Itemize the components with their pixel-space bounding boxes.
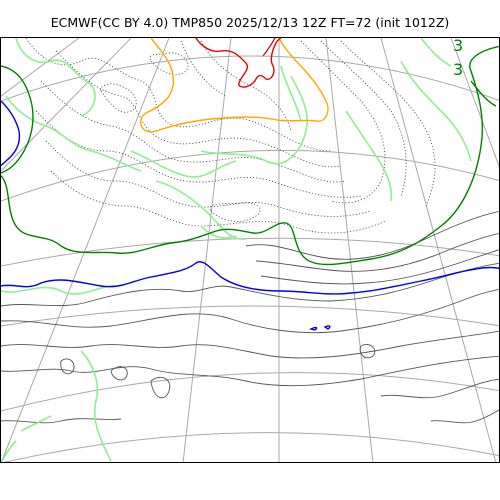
isotherm-line (80, 350, 112, 462)
isotherm-line (110, 366, 128, 381)
isotherm-line (40, 80, 347, 183)
map-title: ECMWF(CC BY 4.0) TMP850 2025/12/13 12Z F… (50, 15, 450, 30)
isotherm-line (149, 52, 189, 75)
isotherm-line (345, 110, 393, 202)
parallel-line (1, 372, 499, 412)
isotherm-line (1, 261, 499, 295)
isotherm-line (1, 262, 499, 307)
isotherm-line (262, 38, 276, 57)
isotherm-line (359, 344, 376, 359)
isotherm-line (1, 65, 34, 174)
isotherm-line (430, 409, 499, 424)
isotherm-line (1, 418, 122, 424)
isotherm-line (470, 80, 497, 107)
isotherm-line (15, 38, 96, 117)
map-panel: 3 3 (0, 37, 500, 463)
isotherm-line (195, 38, 282, 88)
contour-label: 3 (453, 60, 463, 79)
green-isotherms (1, 45, 499, 266)
light-green-isotherms (1, 38, 472, 462)
contour-label: 3 (453, 38, 463, 55)
isotherm-line (200, 40, 292, 132)
meridian-line (1, 38, 170, 462)
graticule (1, 38, 499, 462)
isotherm-line (300, 40, 386, 204)
isotherm-line (35, 110, 362, 198)
isotherm-line (1, 440, 17, 462)
isotherm-line (1, 284, 120, 295)
isotherm-line (20, 415, 52, 432)
red-isotherms (195, 38, 282, 88)
isotherm-line (130, 150, 237, 178)
meridian-line (182, 38, 232, 462)
isotherm-line (1, 355, 499, 387)
parallel-line (1, 149, 499, 202)
isotherm-line (180, 40, 227, 97)
isotherm-line (155, 180, 247, 240)
isotherm-line (60, 358, 75, 375)
isotherm-line (400, 60, 472, 162)
isotherm-line (1, 330, 499, 359)
solid-isotherms (1, 210, 499, 424)
isotherm-line (255, 232, 499, 272)
isotherm-line (200, 225, 237, 239)
parallel-line (1, 55, 499, 102)
meridian-line (1, 38, 132, 172)
isotherm-line (280, 65, 302, 122)
isotherm-line (245, 210, 499, 260)
isotherm-line (308, 326, 318, 331)
isotherm-line (100, 83, 137, 113)
isotherm-line (150, 377, 171, 399)
meridian-line (380, 38, 497, 462)
isotherm-line (320, 40, 407, 197)
parallel-line (1, 305, 499, 327)
meridian-line (1, 38, 80, 97)
parallel-line (1, 237, 499, 267)
meridian-line (450, 38, 499, 168)
isotherm-line (5, 95, 142, 172)
isotherm-line (200, 75, 308, 165)
isotherm-line (260, 249, 499, 285)
blue-isotherms (1, 100, 499, 331)
isotherm-line (340, 40, 436, 207)
isotherm-line (140, 38, 329, 133)
map-canvas: 3 3 (1, 38, 499, 462)
orange-isotherms (140, 38, 329, 133)
dotted-isotherms (25, 38, 436, 234)
isotherm-line (209, 202, 261, 222)
meridian-line (325, 38, 374, 462)
parallel-line (3, 432, 499, 462)
isotherm-line (25, 38, 332, 152)
isotherm-line (1, 100, 21, 167)
isotherm-line (323, 325, 331, 330)
isotherm-line (420, 38, 452, 67)
isotherm-line (45, 140, 372, 217)
isotherm-line (1, 45, 499, 266)
isotherm-line (50, 170, 387, 234)
brown-isotherms (262, 38, 276, 57)
isotherm-line (1, 288, 499, 334)
isotherm-line (380, 378, 499, 399)
